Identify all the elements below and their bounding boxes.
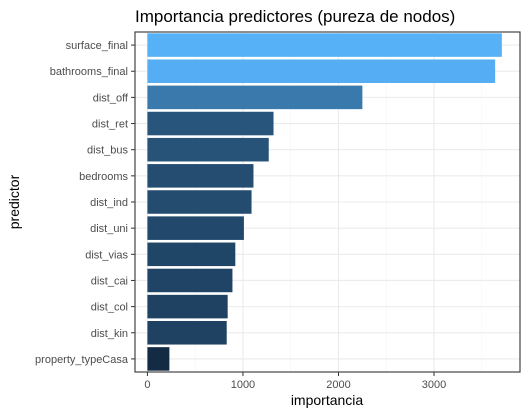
bar-property_typeCasa [147, 347, 170, 371]
y-tick-label: dist_vias [85, 249, 128, 261]
y-tick-label: property_typeCasa [35, 354, 129, 366]
y-tick-label: surface_final [66, 40, 128, 52]
y-axis: surface_final bathrooms_final dist_offdist… [35, 40, 135, 366]
bar-bathrooms_final [147, 59, 496, 83]
x-tick-label: 3000 [422, 379, 446, 391]
x-tick-label: 1000 [231, 379, 255, 391]
y-tick-label: dist_col [91, 302, 128, 314]
x-tick-label: 2000 [326, 379, 350, 391]
bar-dist_uni [147, 216, 244, 240]
bar-surface_final [147, 33, 502, 57]
bar-dist_off [147, 85, 363, 110]
y-tick-label: dist_cai [91, 275, 128, 287]
x-axis: 0 1000 2000 3000 [144, 372, 446, 391]
bar-dist_vias [147, 242, 236, 267]
y-tick-label: dist_kin [91, 328, 128, 340]
x-tick-label: 0 [144, 379, 150, 391]
y-axis-title: predictor [6, 174, 22, 229]
bar-dist_col [147, 294, 228, 319]
y-tick-label: dist_ind [90, 197, 128, 209]
y-tick-label: dist_bus [87, 145, 128, 157]
bar-dist_kin [147, 321, 227, 345]
bars [147, 33, 502, 371]
bar-dist_ind [147, 190, 252, 214]
bar-bedrooms [147, 164, 254, 188]
x-axis-title: importancia [291, 392, 364, 408]
chart-title: Importancia predictores (pureza de nodos… [135, 7, 455, 26]
y-tick-label: bedrooms [79, 171, 128, 183]
bar-dist_ret [147, 111, 274, 136]
y-tick-label: dist_uni [90, 223, 128, 235]
bar-dist_cai [147, 268, 233, 293]
y-tick-label: dist_off [93, 92, 129, 104]
bar-dist_bus [147, 137, 269, 162]
y-tick-label: dist_ret [92, 119, 128, 131]
y-tick-label: bathrooms_final [50, 66, 128, 78]
